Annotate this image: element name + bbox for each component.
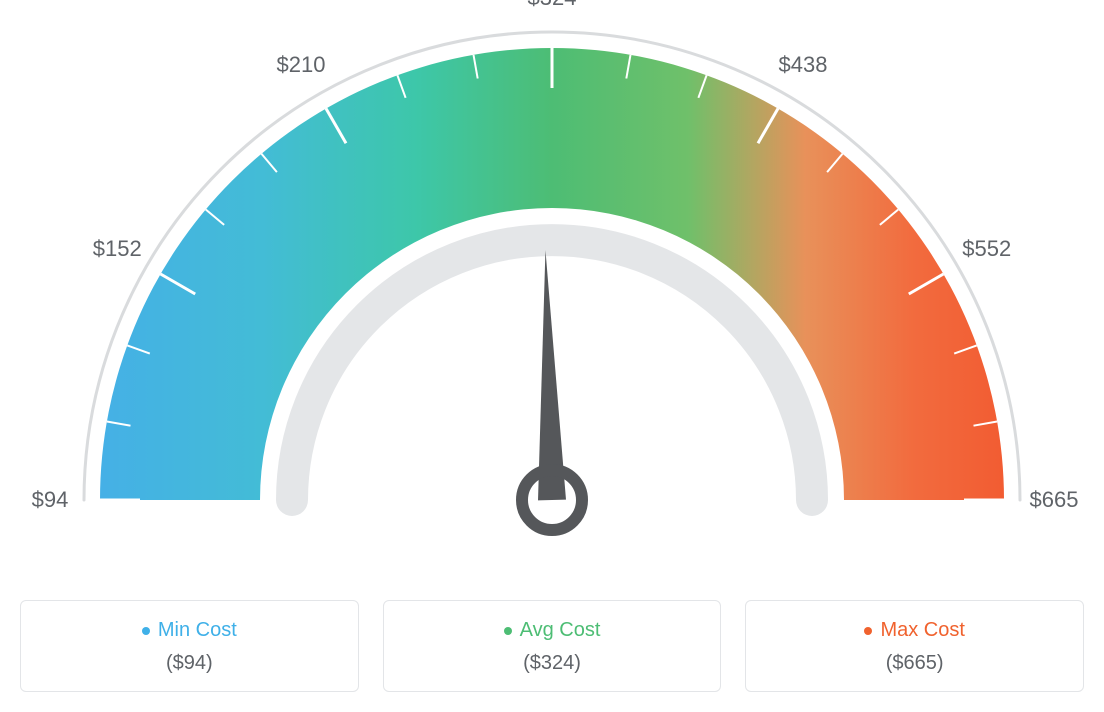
legend-row: Min Cost ($94) Avg Cost ($324) Max Cost … — [20, 600, 1084, 692]
cost-gauge-widget: $94$152$210$324$438$552$665 Min Cost ($9… — [20, 20, 1084, 692]
gauge-tick-label: $552 — [962, 236, 1011, 262]
legend-label-avg: Avg Cost — [520, 619, 601, 642]
gauge-tick-label: $152 — [93, 236, 142, 262]
legend-label-min: Min Cost — [158, 619, 237, 642]
legend-value-min: ($94) — [31, 652, 348, 675]
legend-dot-avg — [504, 627, 512, 635]
legend-title-max: Max Cost — [864, 619, 964, 642]
gauge-tick-label: $324 — [528, 0, 577, 11]
gauge-tick-label: $438 — [779, 52, 828, 78]
gauge-tick-label: $665 — [1030, 487, 1079, 513]
gauge-area: $94$152$210$324$438$552$665 — [20, 20, 1084, 580]
gauge-svg — [20, 20, 1084, 580]
legend-label-max: Max Cost — [880, 619, 964, 642]
legend-card-min: Min Cost ($94) — [20, 600, 359, 692]
legend-card-avg: Avg Cost ($324) — [383, 600, 722, 692]
legend-title-avg: Avg Cost — [504, 619, 601, 642]
legend-dot-min — [142, 627, 150, 635]
gauge-tick-label: $210 — [277, 52, 326, 78]
legend-value-avg: ($324) — [394, 652, 711, 675]
legend-title-min: Min Cost — [142, 619, 237, 642]
legend-value-max: ($665) — [756, 652, 1073, 675]
legend-card-max: Max Cost ($665) — [745, 600, 1084, 692]
gauge-tick-label: $94 — [32, 487, 69, 513]
legend-dot-max — [864, 627, 872, 635]
